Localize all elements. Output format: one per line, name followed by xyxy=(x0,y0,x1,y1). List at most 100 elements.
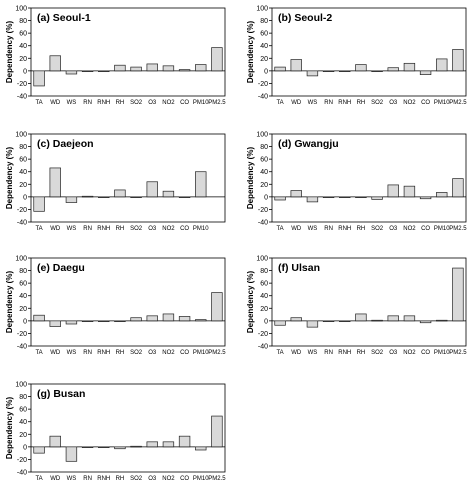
bar-RH xyxy=(355,313,367,322)
bar-RN xyxy=(81,320,94,323)
x-tick-label: O3 xyxy=(148,100,157,106)
y-tick-label: 60 xyxy=(260,157,268,164)
bar-O3 xyxy=(146,315,158,322)
x-tick-label: TA xyxy=(276,226,283,232)
bar-SO2 xyxy=(371,70,383,73)
y-tick-label: -40 xyxy=(258,220,268,227)
y-tick-label: 40 xyxy=(19,169,27,176)
y-tick-label: 0 xyxy=(264,68,268,75)
bar-WS xyxy=(306,70,319,77)
y-tick-label: -20 xyxy=(17,457,27,464)
y-tick-label: 80 xyxy=(19,18,27,25)
bar-TA xyxy=(33,446,45,454)
bar-PM2.5 xyxy=(452,49,464,72)
y-tick-label: 40 xyxy=(260,293,268,300)
bar-PM10 xyxy=(195,64,207,72)
y-tick-label: 20 xyxy=(19,182,27,189)
y-tick-label: 100 xyxy=(15,256,27,263)
bar-PM10 xyxy=(436,58,448,72)
y-tick-label: -40 xyxy=(258,344,268,351)
bar-WD xyxy=(49,320,61,327)
x-tick-label: SO2 xyxy=(130,476,143,482)
bar-PM10 xyxy=(436,192,448,198)
bar-RNH xyxy=(339,196,351,199)
bar-PM2.5 xyxy=(211,47,223,72)
x-tick-label: NO2 xyxy=(162,100,175,106)
bar-NO2 xyxy=(403,62,416,72)
plot-frame xyxy=(30,7,226,97)
x-tick-label: WS xyxy=(67,226,77,232)
x-tick-label: TA xyxy=(35,100,42,106)
y-tick-label: 80 xyxy=(260,144,268,151)
y-tick-label: 80 xyxy=(19,268,27,275)
y-tick-label: -40 xyxy=(17,470,27,477)
x-tick-label: PM2.5 xyxy=(449,100,467,106)
x-tick-label: NO2 xyxy=(403,350,416,356)
bar-TA xyxy=(33,196,45,212)
x-tick-label: RN xyxy=(83,100,92,106)
bar-WS xyxy=(65,446,78,462)
x-tick-label: SO2 xyxy=(130,226,143,232)
bar-RNH xyxy=(98,70,110,73)
x-tick-label: WS xyxy=(67,350,77,356)
bar-CO xyxy=(419,320,432,324)
x-tick-label: TA xyxy=(276,350,283,356)
bar-CO xyxy=(419,70,432,75)
y-tick-label: 20 xyxy=(260,306,268,313)
bar-WD xyxy=(49,55,61,72)
x-tick-label: RNH xyxy=(338,350,351,356)
x-tick-label: PM2.5 xyxy=(208,476,226,482)
bar-RH xyxy=(355,196,367,199)
bar-SO2 xyxy=(130,445,142,448)
x-tick-label: PM10 xyxy=(434,350,450,356)
bar-TA xyxy=(33,70,45,87)
y-axis-label: Dependency (%) xyxy=(246,147,255,210)
x-tick-label: RNH xyxy=(97,226,110,232)
x-tick-label: RNH xyxy=(97,476,110,482)
bar-CO xyxy=(178,435,191,448)
x-tick-label: RNH xyxy=(338,226,351,232)
x-tick-label: RH xyxy=(116,226,125,232)
bar-PM2.5 xyxy=(452,178,464,198)
bar-RN xyxy=(322,320,335,323)
x-tick-label: O3 xyxy=(148,350,157,356)
x-tick-label: CO xyxy=(421,100,430,106)
x-tick-label: CO xyxy=(180,476,189,482)
bar-TA xyxy=(274,320,286,326)
x-tick-label: SO2 xyxy=(371,226,384,232)
x-tick-label: PM2.5 xyxy=(208,100,226,106)
x-tick-label: CO xyxy=(180,350,189,356)
y-axis-label: Dependency (%) xyxy=(246,21,255,84)
x-tick-label: RN xyxy=(324,226,333,232)
chart-panel: -40 -20 0 20 40 60 80 100 TA WD WS RN RNH RH SO2 O3 NO2 C… xyxy=(246,256,467,357)
y-tick-label: 0 xyxy=(264,318,268,325)
y-tick-label: 60 xyxy=(19,407,27,414)
chart-title: (b) Seoul-2 xyxy=(278,12,332,24)
x-tick-label: RN xyxy=(83,226,92,232)
chart-panel: -40 -20 0 20 40 60 80 100 TA WD WS RN RNH RH SO2 O3 NO2 C… xyxy=(5,382,226,483)
plot-frame xyxy=(271,7,467,97)
y-tick-label: 20 xyxy=(19,56,27,63)
x-tick-label: TA xyxy=(35,226,42,232)
y-axis-label: Dependency (%) xyxy=(5,147,14,210)
bar-RNH xyxy=(98,446,110,449)
y-tick-label: 80 xyxy=(19,394,27,401)
bar-CO xyxy=(178,316,191,322)
bar-CO xyxy=(178,69,191,72)
y-tick-label: 0 xyxy=(264,194,268,201)
x-tick-label: WS xyxy=(308,350,318,356)
y-tick-label: 60 xyxy=(19,157,27,164)
x-tick-label: O3 xyxy=(148,226,157,232)
x-tick-label: RN xyxy=(83,476,92,482)
plot-frame xyxy=(271,133,467,223)
x-tick-label: RH xyxy=(357,226,366,232)
bar-PM2.5 xyxy=(211,415,223,448)
y-tick-label: -20 xyxy=(17,331,27,338)
chart-panel: -40 -20 0 20 40 60 80 100 TA WD WS RN RNH RH SO2 O3 NO2 C… xyxy=(5,6,226,107)
y-tick-label: 100 xyxy=(15,382,27,389)
x-tick-label: CO xyxy=(421,350,430,356)
x-tick-label: TA xyxy=(35,476,42,482)
y-tick-label: 100 xyxy=(256,256,268,263)
y-tick-label: 20 xyxy=(260,56,268,63)
x-tick-label: O3 xyxy=(389,100,398,106)
